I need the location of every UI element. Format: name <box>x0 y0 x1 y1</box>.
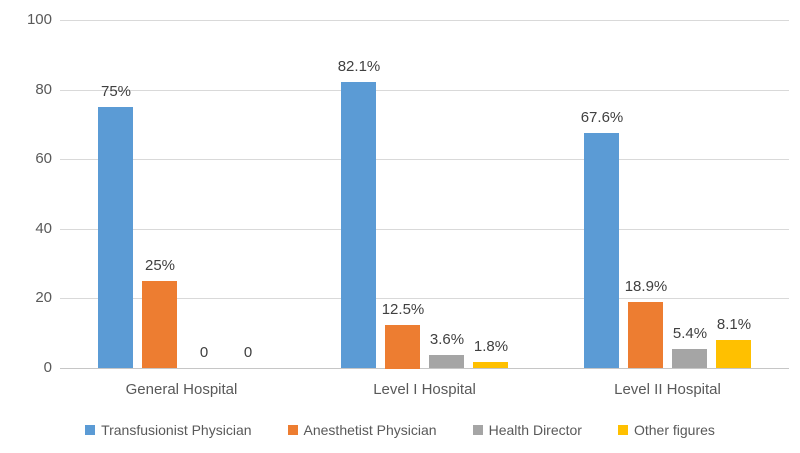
data-label: 18.9% <box>624 278 668 295</box>
legend-swatch-icon <box>617 425 628 435</box>
bar-transfusionist-physician <box>98 107 133 368</box>
gridline <box>60 20 789 21</box>
bar-anesthetist-physician <box>142 281 177 368</box>
bar-anesthetist-physician <box>385 325 420 369</box>
y-axis-tick-label: 40 <box>35 220 52 237</box>
bar-transfusionist-physician <box>584 133 619 368</box>
data-label: 0 <box>199 344 209 361</box>
x-axis-line <box>60 368 789 369</box>
bar-transfusionist-physician <box>341 82 376 368</box>
x-axis-category-label: General Hospital <box>125 381 238 398</box>
data-label: 1.8% <box>473 338 509 355</box>
gridline <box>60 229 789 230</box>
legend-swatch-icon <box>287 425 298 435</box>
data-label: 3.6% <box>429 331 465 348</box>
data-label: 5.4% <box>672 325 708 342</box>
data-label: 12.5% <box>381 301 425 318</box>
y-axis-tick-label: 0 <box>43 359 52 376</box>
data-label: 82.1% <box>337 58 381 75</box>
data-label: 25% <box>144 257 176 274</box>
y-axis-tick-label: 100 <box>26 11 52 28</box>
legend-label: Transfusionist Physician <box>101 422 252 438</box>
bar-health-director <box>672 349 707 368</box>
bar-other-figures <box>716 340 751 368</box>
y-axis-tick-label: 20 <box>35 289 52 306</box>
legend-swatch-icon <box>85 425 96 435</box>
x-axis-category-label: Level II Hospital <box>614 381 721 398</box>
x-axis-category-label: Level I Hospital <box>373 381 476 398</box>
legend-item-other-figures: Other figures <box>617 422 715 438</box>
y-axis-tick-label: 60 <box>35 150 52 167</box>
gridline <box>60 298 789 299</box>
bar-health-director <box>429 355 464 368</box>
data-label: 0 <box>243 344 253 361</box>
gridline <box>60 159 789 160</box>
legend-item-transfusionist-physician: Transfusionist Physician <box>85 422 252 438</box>
legend-label: Other figures <box>633 422 715 438</box>
legend-label: Health Director <box>488 422 582 438</box>
y-axis-tick-label: 80 <box>35 81 52 98</box>
legend-item-anesthetist-physician: Anesthetist Physician <box>287 422 437 438</box>
legend-label: Anesthetist Physician <box>303 422 437 438</box>
legend: Transfusionist Physician Anesthetist Phys… <box>0 422 800 438</box>
data-label: 67.6% <box>580 109 624 126</box>
bar-other-figures <box>473 362 508 368</box>
legend-swatch-icon <box>472 425 483 435</box>
data-label: 8.1% <box>716 316 752 333</box>
gridline <box>60 90 789 91</box>
data-label: 75% <box>100 83 132 100</box>
legend-item-health-director: Health Director <box>472 422 582 438</box>
bar-anesthetist-physician <box>628 302 663 368</box>
